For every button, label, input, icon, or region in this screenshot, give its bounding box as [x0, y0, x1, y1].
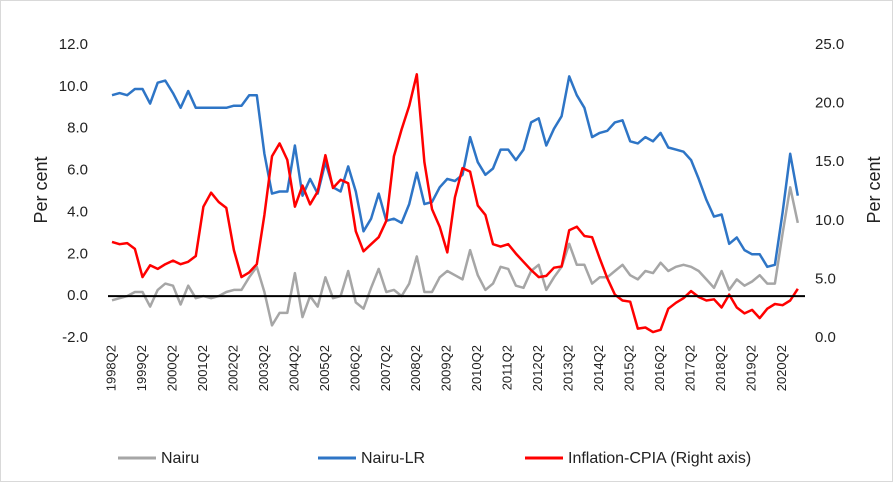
x-tick-label: 2014Q2 [591, 345, 606, 391]
y-tick-label: 10.0 [59, 78, 88, 95]
legend-label: Nairu-LR [361, 450, 425, 467]
y2-axis-label: Per cent [864, 156, 884, 223]
series-line [111, 73, 799, 334]
y2-tick-label: 25.0 [815, 36, 844, 53]
y-tick-label: -2.0 [62, 329, 88, 346]
y-tick-label: 8.0 [67, 120, 88, 137]
y-tick-label: 6.0 [67, 162, 88, 179]
x-tick-label: 2016Q2 [652, 345, 667, 391]
y2-tick-label: 5.0 [815, 270, 836, 287]
x-tick-label: 2012Q2 [530, 345, 545, 391]
x-tick-label: 2020Q2 [774, 345, 789, 391]
x-tick-label: 2010Q2 [469, 345, 484, 391]
x-tick-label: 2000Q2 [164, 345, 179, 391]
y2-tick-label: 0.0 [815, 329, 836, 346]
x-tick-label: 2009Q2 [439, 345, 454, 391]
y-tick-label: 2.0 [67, 245, 88, 262]
series-line [111, 75, 800, 269]
x-tick-label: 2015Q2 [622, 345, 637, 391]
x-tick-label: 2001Q2 [195, 345, 210, 391]
series-line [111, 186, 800, 327]
x-tick-label: 2019Q2 [744, 345, 759, 391]
x-tick-label: 2004Q2 [286, 345, 301, 391]
y-axis-label: Per cent [31, 156, 51, 223]
x-tick-label: 2006Q2 [347, 345, 362, 391]
y2-tick-label: 10.0 [815, 212, 844, 229]
x-tick-label: 2018Q2 [713, 345, 728, 391]
y-tick-label: 4.0 [67, 203, 88, 220]
y-tick-label: 0.0 [67, 287, 88, 304]
x-tick-label: 2011Q2 [500, 345, 515, 390]
x-tick-label: 2007Q2 [378, 345, 393, 391]
x-tick-label: 1999Q2 [134, 345, 149, 391]
y-tick-label: 12.0 [59, 36, 88, 53]
y2-tick-label: 15.0 [815, 153, 844, 170]
x-tick-label: 2005Q2 [317, 345, 332, 391]
y2-tick-label: 20.0 [815, 95, 844, 112]
x-tick-label: 2003Q2 [256, 345, 271, 391]
x-tick-label: 1998Q2 [103, 345, 118, 391]
x-tick-label: 2002Q2 [225, 345, 240, 391]
x-tick-label: 2013Q2 [561, 345, 576, 391]
legend-label: Nairu [161, 450, 199, 467]
x-tick-label: 2008Q2 [408, 345, 423, 391]
legend-label: Inflation-CPIA (Right axis) [568, 450, 751, 467]
x-tick-label: 2017Q2 [683, 345, 698, 391]
